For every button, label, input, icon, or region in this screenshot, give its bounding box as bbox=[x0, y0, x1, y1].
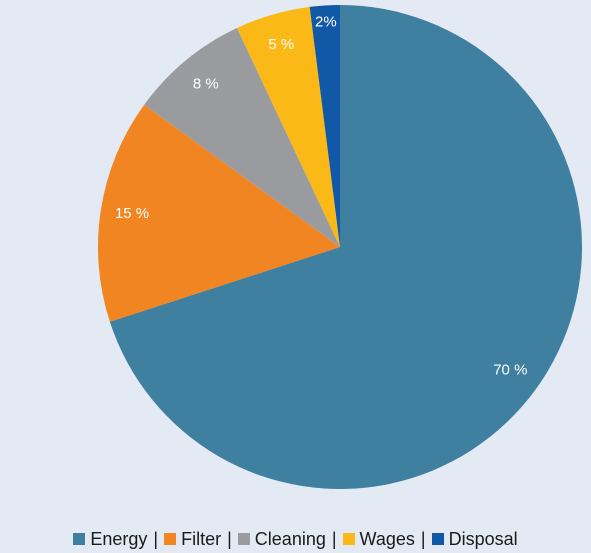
legend-label: Disposal bbox=[448, 528, 518, 549]
legend-label: Wages bbox=[359, 528, 415, 549]
slice-label: 15 % bbox=[115, 205, 149, 222]
slice-label: 2% bbox=[315, 13, 337, 30]
pie-slice bbox=[144, 28, 340, 247]
pie-slice bbox=[109, 5, 582, 489]
legend-separator: | bbox=[420, 528, 426, 549]
legend-swatch bbox=[431, 533, 444, 545]
legend-label: Energy bbox=[90, 528, 148, 549]
chart: 70 % 15 % 8 % 5 % 2% bbox=[97, 5, 582, 489]
legend-separator: | bbox=[153, 528, 159, 549]
legend-swatch bbox=[73, 533, 86, 545]
slice-label: 5 % bbox=[268, 36, 294, 53]
legend-label: Filter bbox=[181, 528, 222, 549]
pie-slice bbox=[97, 104, 340, 322]
legend-separator: | bbox=[227, 528, 232, 549]
slice-label: 70 % bbox=[493, 362, 527, 379]
slice-label: 8 % bbox=[193, 76, 219, 93]
legend: Energy | Filter | Cleaning | Wages | Disposal bbox=[0, 526, 591, 552]
legend-separator: | bbox=[331, 528, 337, 549]
pie-slice bbox=[236, 6, 340, 247]
legend-swatch bbox=[342, 533, 355, 545]
pie-slice bbox=[309, 5, 340, 247]
legend-swatch bbox=[237, 533, 250, 545]
legend-label: Cleaning bbox=[254, 528, 326, 549]
legend-swatch bbox=[164, 533, 177, 545]
